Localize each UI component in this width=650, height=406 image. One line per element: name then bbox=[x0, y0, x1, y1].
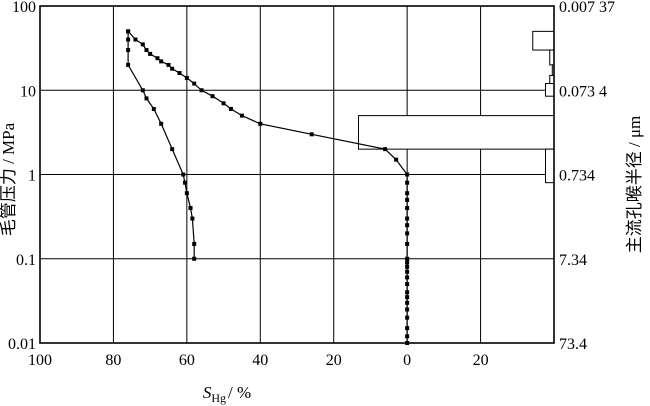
data-point bbox=[188, 206, 193, 211]
data-point bbox=[199, 88, 204, 93]
data-point bbox=[383, 147, 388, 152]
data-point bbox=[183, 180, 188, 185]
data-point bbox=[133, 37, 138, 42]
x-tick-label: 80 bbox=[105, 352, 121, 369]
data-point bbox=[405, 206, 410, 211]
data-point bbox=[405, 256, 410, 261]
data-point bbox=[405, 334, 410, 339]
data-point bbox=[210, 94, 215, 99]
data-point bbox=[155, 56, 160, 61]
x-axis-unit: / % bbox=[228, 383, 251, 402]
data-point bbox=[405, 275, 410, 280]
x-tick-labels: 100 80 60 40 20 0 20 bbox=[28, 352, 489, 369]
histogram-bar bbox=[545, 83, 555, 97]
series-layer bbox=[126, 29, 410, 345]
data-point bbox=[405, 269, 410, 274]
data-point bbox=[405, 326, 410, 331]
data-point bbox=[126, 48, 131, 53]
grid-lines bbox=[40, 6, 554, 343]
data-point bbox=[151, 106, 156, 111]
data-point bbox=[192, 241, 197, 246]
y2-tick-label: 7.34 bbox=[559, 252, 587, 269]
x-tick-label: 20 bbox=[473, 352, 489, 369]
y2-tick-label: 0.007 37 bbox=[559, 0, 615, 16]
data-point bbox=[184, 75, 189, 80]
y2-tick-label: 0.073 4 bbox=[559, 83, 607, 100]
data-point bbox=[405, 223, 410, 228]
x-tick-label: 20 bbox=[326, 352, 342, 369]
data-point bbox=[159, 59, 164, 64]
data-point bbox=[170, 147, 175, 152]
data-point bbox=[170, 66, 175, 71]
data-point bbox=[159, 121, 164, 126]
y2-axis-title: 主流孔喉半径 / μm bbox=[625, 116, 644, 254]
y2-tick-label: 73.4 bbox=[559, 336, 587, 353]
x-tick-label: 0 bbox=[403, 352, 411, 369]
y2-tick-labels: 0.007 37 0.073 4 0.734 7.34 73.4 bbox=[559, 0, 615, 353]
series-line bbox=[127, 30, 408, 343]
data-point bbox=[309, 132, 314, 137]
plot-frame bbox=[39, 5, 555, 344]
data-point bbox=[144, 48, 149, 53]
data-point bbox=[405, 282, 410, 287]
data-point bbox=[405, 290, 410, 295]
data-point bbox=[405, 315, 410, 320]
data-point bbox=[405, 216, 410, 221]
y-tick-label: 100 bbox=[12, 0, 36, 16]
data-point bbox=[192, 256, 197, 261]
x-tick-label: 40 bbox=[252, 352, 268, 369]
histogram-bar bbox=[358, 115, 555, 150]
data-point bbox=[258, 121, 263, 126]
data-point bbox=[405, 260, 410, 265]
data-point bbox=[126, 29, 131, 34]
data-point bbox=[144, 96, 149, 101]
data-point bbox=[405, 295, 410, 300]
x-axis-subscript: Hg bbox=[211, 391, 226, 405]
data-point bbox=[140, 88, 145, 93]
y-tick-label: 0.1 bbox=[16, 252, 36, 269]
data-point bbox=[405, 231, 410, 236]
x-axis-symbol: S bbox=[203, 383, 212, 402]
y-tick-label: 10 bbox=[20, 83, 36, 100]
pore-throat-histogram bbox=[358, 30, 555, 184]
data-point bbox=[405, 172, 410, 177]
data-point bbox=[184, 191, 189, 196]
y2-tick-label: 0.734 bbox=[559, 168, 595, 185]
y-tick-labels: 100 10 1 0.1 0.01 bbox=[8, 0, 36, 353]
histogram-bar bbox=[545, 148, 555, 184]
data-point bbox=[192, 81, 197, 86]
data-point bbox=[190, 216, 195, 221]
data-point bbox=[405, 300, 410, 305]
x-axis-title: SHg / % bbox=[203, 383, 251, 405]
data-point bbox=[405, 264, 410, 269]
data-point bbox=[148, 51, 153, 56]
data-point bbox=[166, 62, 171, 67]
data-point bbox=[405, 307, 410, 312]
data-point bbox=[405, 191, 410, 196]
histogram-bar bbox=[532, 30, 555, 51]
data-point bbox=[177, 71, 182, 76]
data-point bbox=[405, 197, 410, 202]
data-point bbox=[394, 157, 399, 162]
y-tick-label: 0.01 bbox=[8, 336, 36, 353]
data-point bbox=[181, 172, 186, 177]
series-line bbox=[127, 31, 195, 259]
data-point bbox=[126, 62, 131, 67]
data-point bbox=[405, 180, 410, 185]
data-point bbox=[140, 42, 145, 47]
data-point bbox=[228, 106, 233, 111]
x-tick-label: 60 bbox=[179, 352, 195, 369]
y-axis-title: 毛管压力 / MPa bbox=[0, 122, 18, 236]
y-tick-label: 1 bbox=[28, 168, 36, 185]
data-point bbox=[239, 113, 244, 118]
data-point bbox=[126, 37, 131, 42]
data-point bbox=[221, 101, 226, 106]
x-tick-label: 100 bbox=[28, 352, 52, 369]
data-point bbox=[405, 241, 410, 246]
